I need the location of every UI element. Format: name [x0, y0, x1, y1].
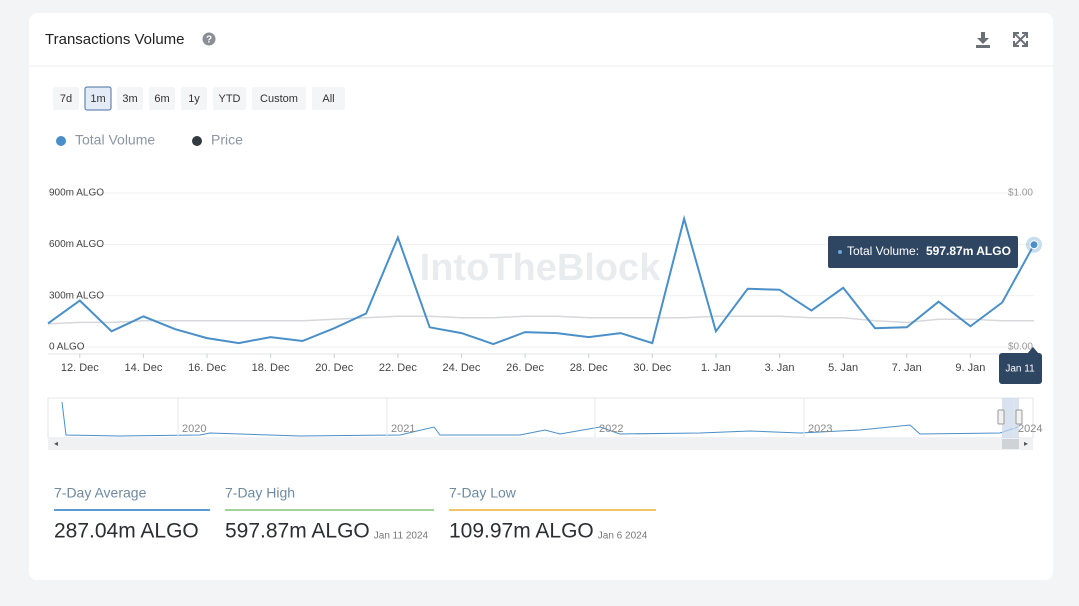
tooltip-box — [828, 236, 1018, 268]
range-button-label[interactable]: 3m — [122, 93, 137, 105]
stat-value: 109.97m ALGO — [449, 520, 594, 543]
stat-label: 7-Day Low — [449, 485, 517, 501]
stat-date: Jan 6 2024 — [598, 531, 648, 542]
x-tick-label: 12. Dec — [61, 362, 99, 374]
navigator-year: 2020 — [182, 423, 206, 435]
x-flag — [999, 353, 1042, 384]
legend-label[interactable]: Price — [211, 132, 243, 148]
y-tick-label: 600m ALGO — [49, 239, 104, 250]
tooltip-value: 597.87m ALGO — [926, 244, 1011, 258]
x-flag-label: Jan 11 — [1005, 364, 1035, 375]
range-button[interactable] — [213, 87, 246, 110]
legend-swatch — [192, 136, 202, 146]
x-tick-label: 20. Dec — [315, 362, 353, 374]
navigator-year: 2022 — [599, 423, 623, 435]
navigator: ◂ ▸ — [47, 397, 1034, 450]
tooltip: Total Volume: 597.87m ALGO Jan 11 — [828, 236, 1042, 384]
range-button-label[interactable]: 6m — [154, 93, 169, 105]
fullscreen-icon[interactable] — [1013, 32, 1028, 47]
x-tick-label: 26. Dec — [506, 362, 544, 374]
range-button[interactable] — [312, 87, 345, 110]
plot: 0 ALGO 300m ALGO 600m ALGO 900m ALGO $0.00 $1… — [47, 188, 1035, 374]
x-tick-label: 14. Dec — [124, 362, 162, 374]
navigator-year: 2023 — [808, 423, 832, 435]
x-tick-label: 9. Jan — [955, 362, 985, 374]
range-button-label[interactable]: Custom — [260, 93, 298, 105]
scroll-left[interactable]: ◂ — [54, 439, 58, 448]
x-tick-label: 5. Jan — [828, 362, 858, 374]
x-tick-label: 7. Jan — [892, 362, 922, 374]
x-tick-label: 30. Dec — [633, 362, 671, 374]
y-tick-label: 0 ALGO — [49, 342, 85, 353]
hover-point — [1029, 240, 1039, 250]
scroll-right[interactable]: ▸ — [1024, 439, 1028, 448]
stat-label: 7-Day High — [225, 485, 295, 501]
watermark: IntoTheBlock — [420, 247, 662, 289]
legend-swatch — [56, 136, 66, 146]
x-tick-label: 1. Jan — [701, 362, 731, 374]
stat-value: 287.04m ALGO — [54, 520, 199, 543]
svg-text:?: ? — [206, 35, 212, 46]
tooltip-dot — [838, 250, 842, 254]
x-tick-label: 3. Jan — [765, 362, 795, 374]
legend-label[interactable]: Total Volume — [75, 132, 155, 148]
x-tick-label: 28. Dec — [570, 362, 608, 374]
card-title: Transactions Volume — [45, 31, 185, 48]
range-button-label[interactable]: YTD — [219, 93, 241, 105]
range-button[interactable] — [149, 87, 175, 110]
stat-value: 597.87m ALGO — [225, 520, 370, 543]
navigator-year: 2024 — [1018, 423, 1042, 435]
range-button[interactable] — [181, 87, 207, 110]
y-tick-label: 900m ALGO — [49, 188, 104, 199]
download-icon[interactable] — [976, 32, 990, 48]
stat-date: Jan 11 2024 — [374, 531, 429, 542]
x-tick-label: 16. Dec — [188, 362, 226, 374]
navigator-year: 2021 — [391, 423, 415, 435]
range-button[interactable] — [117, 87, 143, 110]
navigator-years: 2020 2021 2022 2023 2024 — [177, 398, 1042, 438]
x-flag-pointer — [1027, 347, 1039, 354]
range-button[interactable] — [53, 87, 79, 110]
range-buttons: 7d 1m 3m 6m 1y YTD Custom All — [53, 86, 345, 111]
range-button[interactable] — [84, 86, 112, 111]
tooltip-label: Total Volume: — [847, 244, 919, 258]
y2-tick-label: $1.00 — [1008, 188, 1033, 199]
volume-line — [47, 214, 1035, 346]
x-tick-label: 22. Dec — [379, 362, 417, 374]
x-tick-label: 24. Dec — [443, 362, 481, 374]
x-tick-label: 18. Dec — [252, 362, 290, 374]
range-button-label[interactable]: All — [322, 93, 334, 105]
y2-tick-label: $0.00 — [1008, 342, 1033, 353]
stats: 7-Day Average 287.04m ALGO 7-Day High 597.8… — [54, 485, 656, 543]
range-button-label[interactable]: 1y — [188, 93, 200, 105]
range-button-label[interactable]: 1m — [90, 93, 105, 105]
legend: Total Volume Price — [56, 132, 243, 148]
y-tick-label: 300m ALGO — [49, 290, 104, 301]
range-button-label[interactable]: 7d — [60, 93, 72, 105]
help-icon[interactable]: ? — [202, 32, 216, 46]
stat-label: 7-Day Average — [54, 485, 147, 501]
range-button[interactable] — [252, 87, 306, 110]
